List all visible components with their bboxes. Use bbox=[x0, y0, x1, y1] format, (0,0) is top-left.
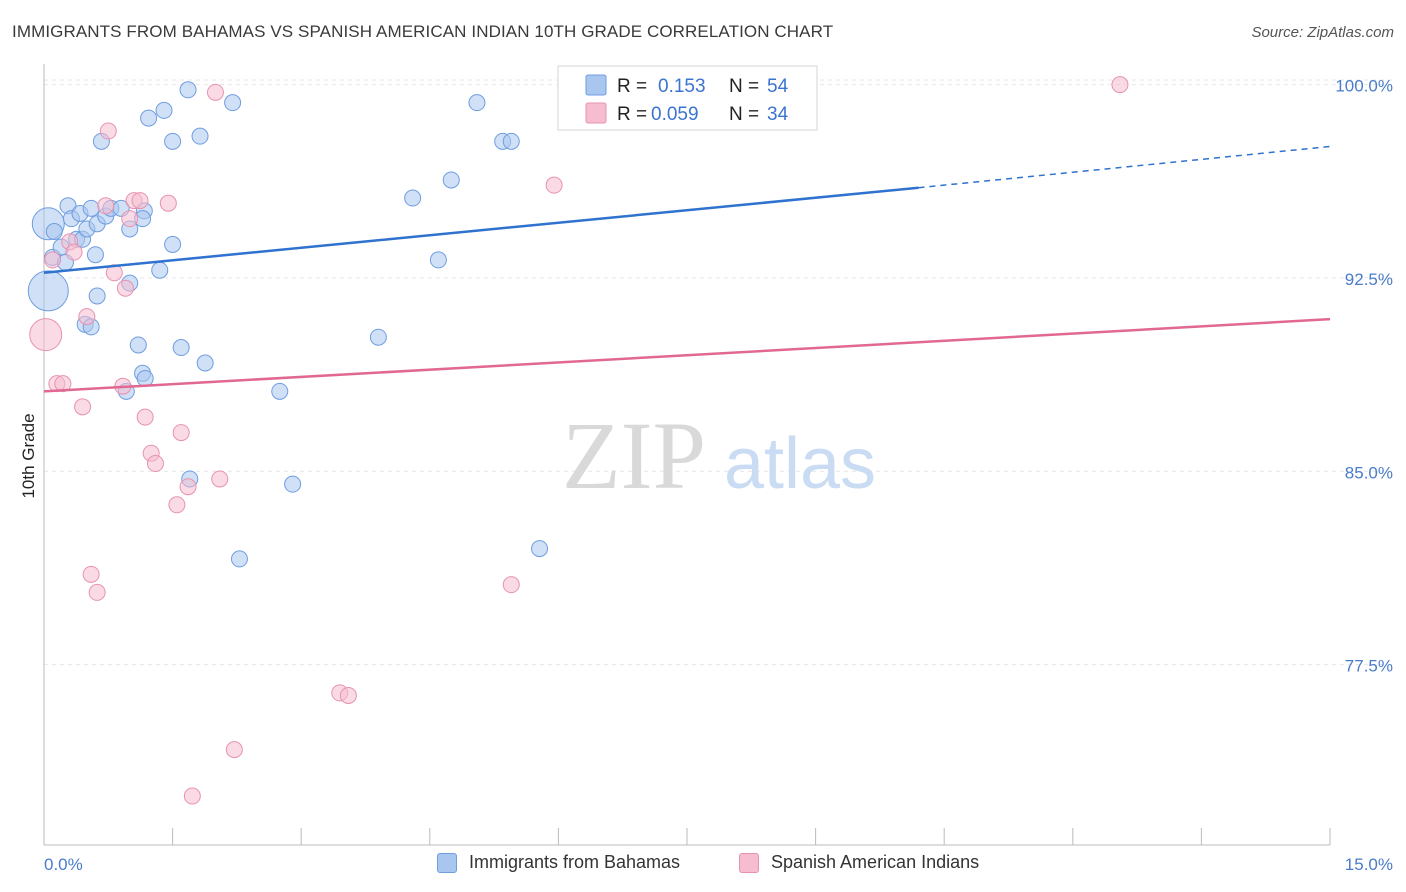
trend-lines bbox=[43, 145, 1331, 393]
point-spanish-american-32 bbox=[545, 176, 563, 194]
source-credit: Source: ZipAtlas.com bbox=[1251, 24, 1394, 41]
x-tick-label-min: 0.0% bbox=[44, 855, 83, 874]
point-spanish-american-22 bbox=[168, 496, 186, 514]
chart-title: IMMIGRANTS FROM BAHAMAS VS SPANISH AMERI… bbox=[12, 22, 834, 41]
legend-swatch-pink bbox=[739, 852, 759, 873]
legend-r-value-1: 0.153 bbox=[658, 76, 706, 97]
point-bahamas-46 bbox=[429, 251, 447, 269]
point-bahamas-39 bbox=[224, 94, 242, 112]
point-bahamas-2 bbox=[45, 223, 63, 241]
tick-labels: 77.5% 85.0% 92.5% 100.0% 0.0% 15.0% bbox=[44, 77, 1393, 874]
legend-item-spanish-american: Spanish American Indians bbox=[739, 852, 979, 873]
point-spanish-american-3 bbox=[54, 375, 72, 393]
legend-label-bahamas: Immigrants from Bahamas bbox=[469, 852, 681, 872]
trend-line-spanish-american bbox=[43, 317, 1331, 393]
point-spanish-american-21 bbox=[159, 194, 177, 212]
point-bahamas-50 bbox=[502, 132, 520, 150]
point-bahamas-51 bbox=[531, 540, 549, 558]
legend-n-value-2: 34 bbox=[767, 104, 789, 125]
point-bahamas-30 bbox=[164, 235, 182, 253]
point-bahamas-29 bbox=[164, 132, 182, 150]
y-tick-label-2: 92.5% bbox=[1345, 270, 1393, 289]
point-spanish-american-7 bbox=[78, 308, 96, 326]
point-spanish-american-20 bbox=[146, 455, 164, 473]
watermark-atlas: atlas bbox=[724, 424, 876, 504]
point-spanish-american-27 bbox=[211, 470, 229, 488]
point-spanish-american-11 bbox=[99, 122, 117, 140]
point-spanish-american-5 bbox=[65, 243, 83, 261]
point-bahamas-32 bbox=[179, 81, 197, 99]
point-bahamas-36 bbox=[136, 369, 154, 387]
y-tick-label-0: 77.5% bbox=[1345, 657, 1393, 676]
grid-lines bbox=[44, 79, 1394, 666]
point-bahamas-22 bbox=[88, 287, 106, 305]
legend-n-value-1: 54 bbox=[767, 76, 789, 97]
point-spanish-american-31 bbox=[502, 576, 520, 594]
legend-item-bahamas: Immigrants from Bahamas bbox=[437, 852, 680, 873]
legend-swatch-bahamas bbox=[585, 74, 607, 96]
point-spanish-american-14 bbox=[116, 279, 134, 297]
legend-r-label-1: R = bbox=[617, 76, 647, 97]
legend-label-spanish-american: Spanish American Indians bbox=[771, 852, 980, 872]
series-legend: Immigrants from Bahamas Spanish American… bbox=[0, 850, 1406, 880]
point-spanish-american-28 bbox=[225, 741, 243, 759]
point-bahamas-26 bbox=[140, 109, 158, 127]
point-bahamas-48 bbox=[468, 94, 486, 112]
stats-legend: R = 0.153 N = 54 R = 0.059 N = 34 bbox=[557, 65, 818, 131]
point-bahamas-42 bbox=[284, 475, 302, 493]
point-spanish-american-17 bbox=[131, 192, 149, 210]
y-tick-label-3: 100.0% bbox=[1335, 77, 1393, 96]
legend-swatch-spanish-american bbox=[585, 102, 607, 124]
point-bahamas-44 bbox=[369, 328, 387, 346]
legend-n-label-2: N = bbox=[729, 104, 759, 125]
point-spanish-american-33 bbox=[1111, 76, 1129, 94]
point-spanish-american-0 bbox=[29, 318, 63, 352]
y-axis-label: 10th Grade bbox=[19, 413, 38, 498]
point-spanish-american-18 bbox=[136, 408, 154, 426]
point-bahamas-12 bbox=[82, 199, 100, 217]
legend-swatch-blue bbox=[437, 852, 457, 873]
legend-n-label-1: N = bbox=[729, 76, 759, 97]
point-spanish-american-1 bbox=[44, 251, 62, 269]
axes bbox=[43, 64, 1331, 846]
point-bahamas-27 bbox=[151, 261, 169, 279]
point-bahamas-13 bbox=[86, 246, 104, 264]
point-spanish-american-25 bbox=[183, 787, 201, 805]
point-spanish-american-24 bbox=[179, 478, 197, 496]
legend-r-value-2: 0.059 bbox=[651, 104, 699, 125]
point-bahamas-41 bbox=[271, 382, 289, 400]
point-spanish-american-8 bbox=[82, 565, 100, 583]
y-tick-label-1: 85.0% bbox=[1345, 463, 1393, 482]
trend-line-bahamas-extension bbox=[918, 145, 1331, 189]
point-bahamas-31 bbox=[172, 339, 190, 357]
trend-line-bahamas bbox=[43, 186, 919, 275]
point-spanish-american-6 bbox=[74, 398, 92, 416]
point-spanish-american-26 bbox=[206, 83, 224, 101]
point-bahamas-34 bbox=[196, 354, 214, 372]
point-bahamas-33 bbox=[191, 127, 209, 145]
x-tick-label-max: 15.0% bbox=[1345, 855, 1393, 874]
legend-r-label-2: R = bbox=[617, 104, 647, 125]
point-spanish-american-30 bbox=[339, 687, 357, 705]
point-bahamas-0 bbox=[27, 270, 69, 312]
point-spanish-american-10 bbox=[97, 197, 115, 215]
point-spanish-american-23 bbox=[172, 424, 190, 442]
point-bahamas-28 bbox=[155, 101, 173, 119]
point-spanish-american-9 bbox=[88, 583, 106, 601]
point-bahamas-24 bbox=[129, 336, 147, 354]
point-spanish-american-15 bbox=[121, 210, 139, 228]
point-bahamas-47 bbox=[404, 189, 422, 207]
series-spanish-american-points bbox=[29, 76, 1129, 805]
watermark-zip: ZIP bbox=[562, 402, 706, 509]
point-bahamas-43 bbox=[230, 550, 248, 568]
point-bahamas-45 bbox=[442, 171, 460, 189]
